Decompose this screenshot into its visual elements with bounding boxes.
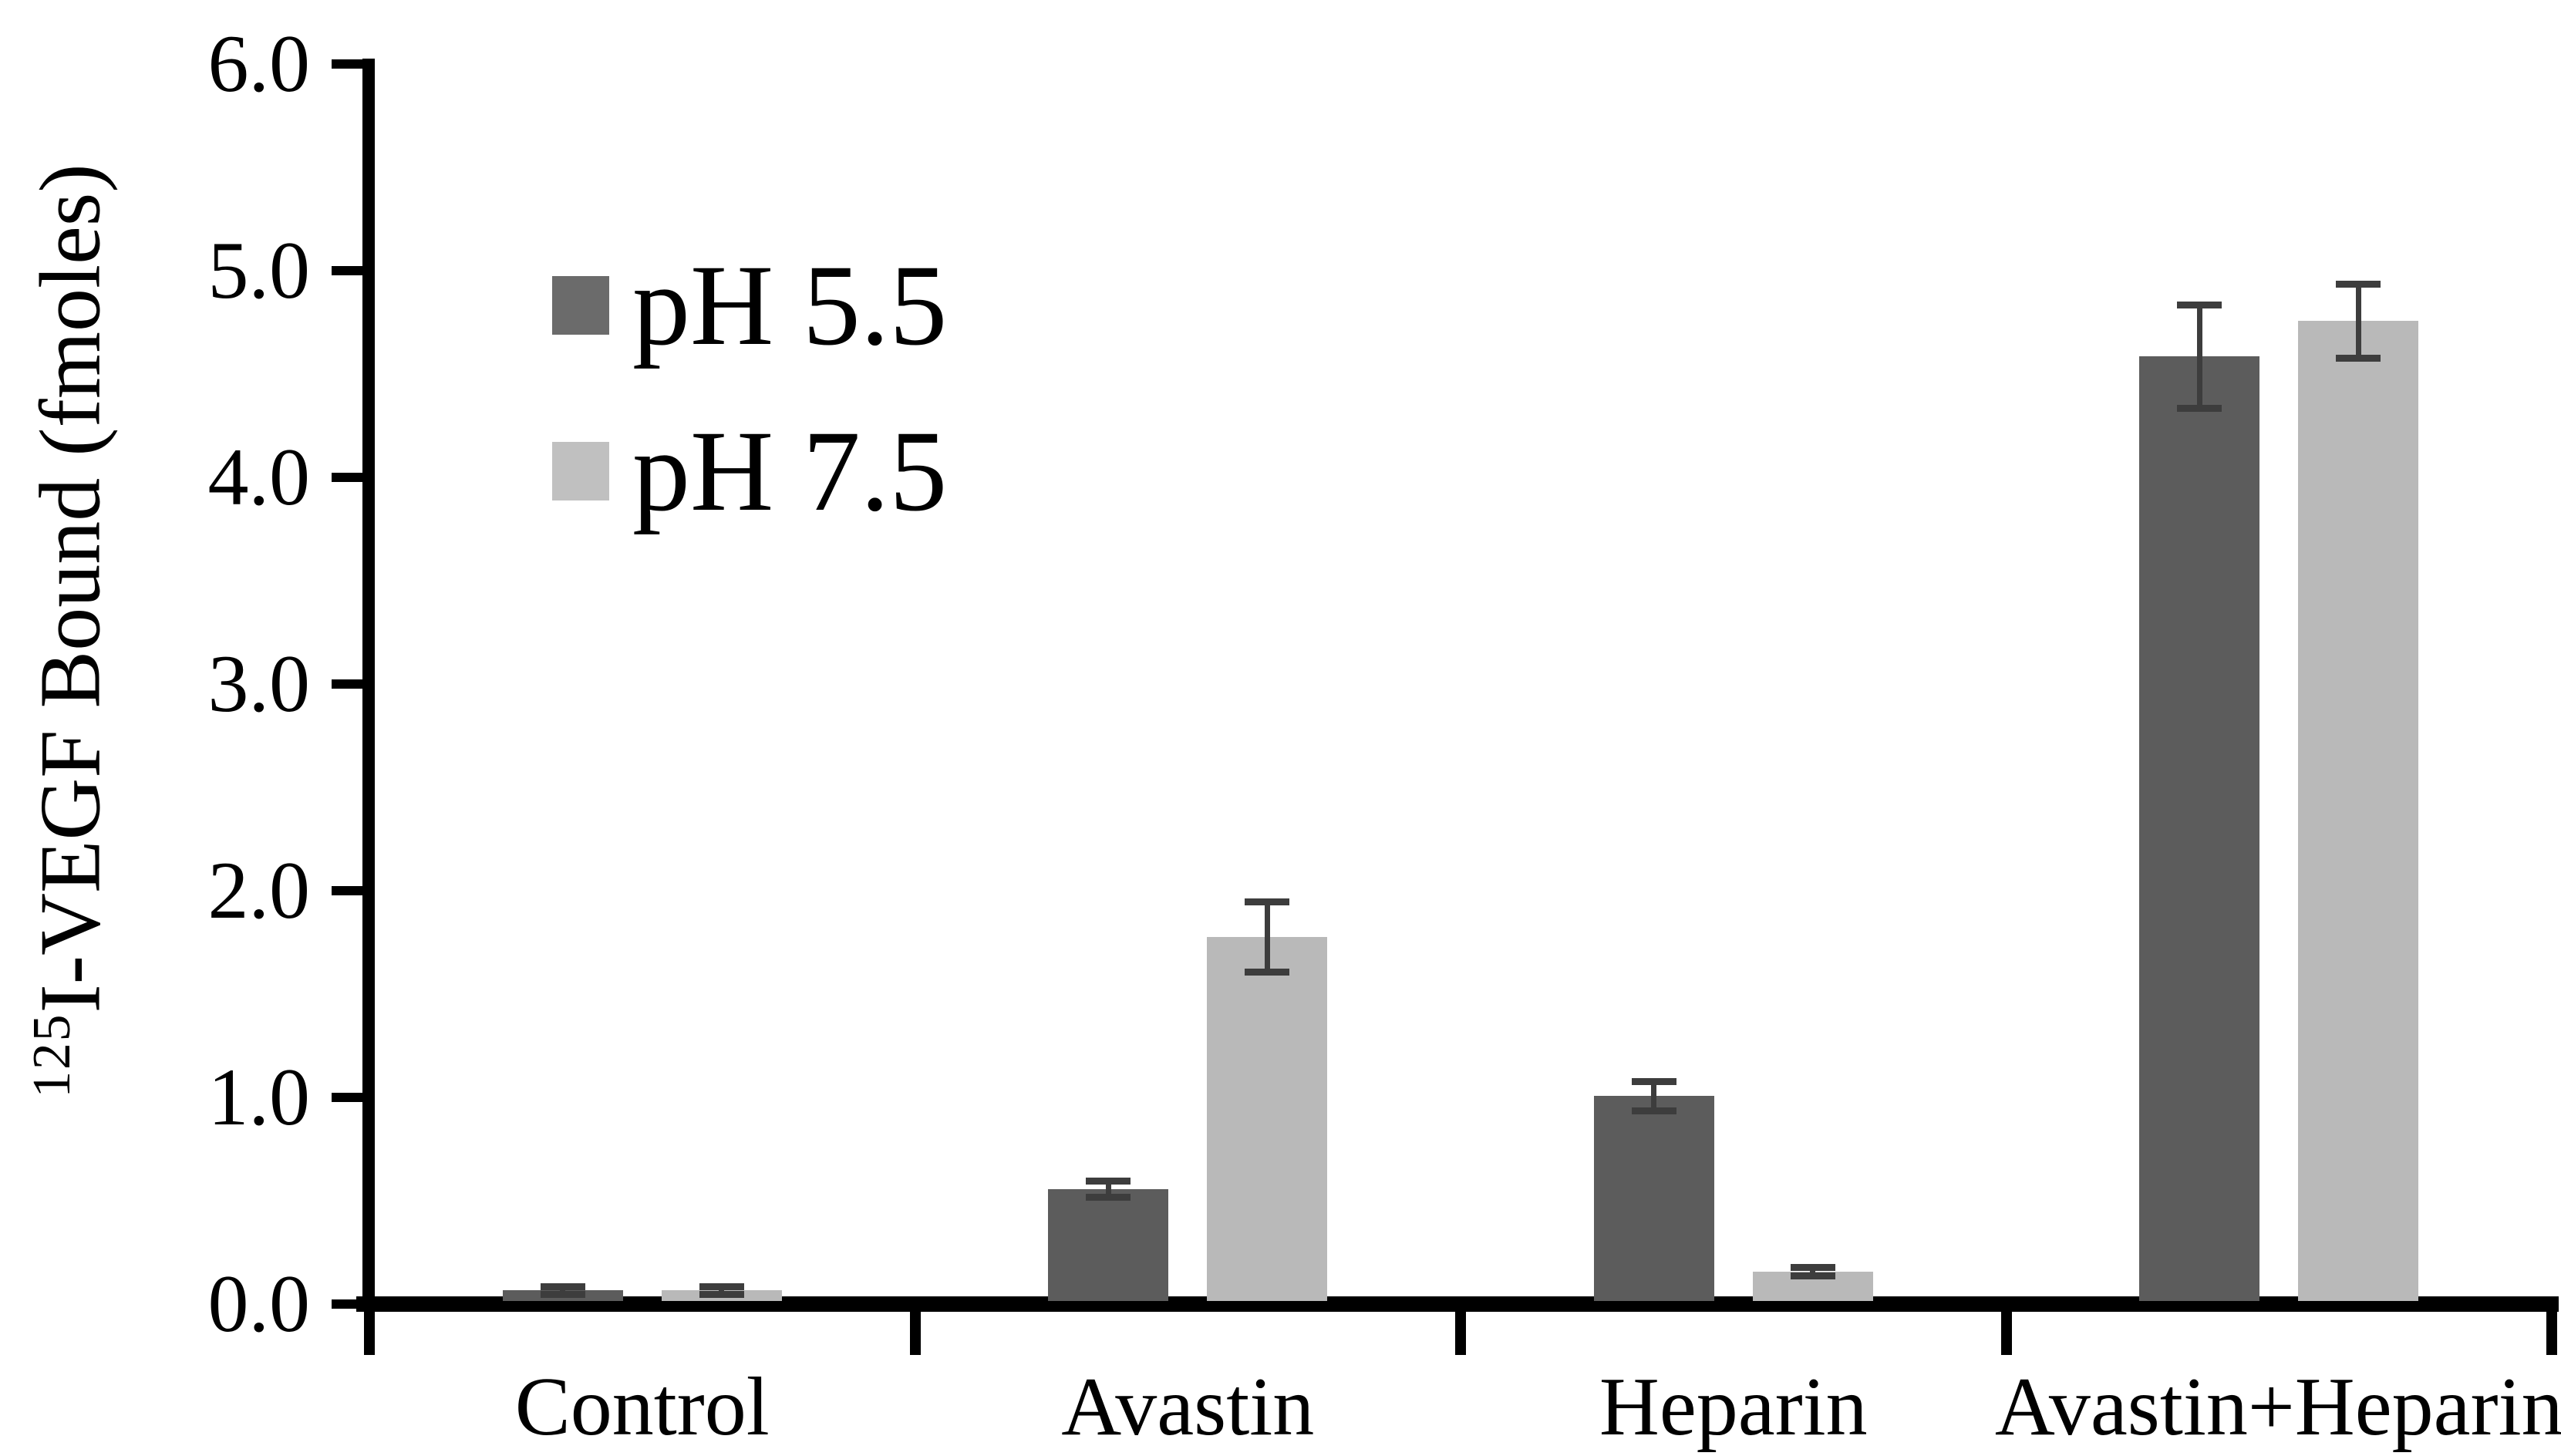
- y-axis-tick: [332, 266, 369, 275]
- legend-label: pH 5.5: [632, 241, 948, 369]
- error-bar-cap-bottom: [1790, 1272, 1835, 1279]
- error-bar-line: [2196, 305, 2202, 408]
- y-tick-label: 0.0: [207, 1259, 311, 1349]
- y-tick-label: 3.0: [207, 639, 311, 729]
- error-bar-cap-bottom: [2336, 355, 2381, 362]
- error-bar-line: [1105, 1181, 1111, 1197]
- x-axis-tick: [909, 1296, 921, 1355]
- bar: [2139, 356, 2260, 1301]
- category-label: Avastin: [1061, 1361, 1315, 1453]
- error-bar-cap-top: [1631, 1078, 1676, 1085]
- error-bar-cap-top: [1790, 1264, 1835, 1271]
- y-axis-tick: [332, 1299, 369, 1309]
- bar: [2298, 321, 2419, 1301]
- y-axis-tick: [332, 886, 369, 895]
- error-bar-cap-bottom: [1245, 969, 1290, 976]
- category-label: Avastin+Heparin: [1994, 1361, 2561, 1453]
- y-axis-tick: [332, 1093, 369, 1102]
- bar: [1593, 1096, 1714, 1301]
- y-tick-label: 1.0: [207, 1052, 311, 1142]
- bar: [1048, 1189, 1169, 1301]
- y-axis-title: 125I-VEGF Bound (fmoles): [22, 163, 121, 1097]
- y-axis-tick: [332, 473, 369, 482]
- error-bar-line: [560, 1286, 566, 1294]
- y-tick-label: 2.0: [207, 845, 311, 935]
- error-bar-cap-top: [2177, 302, 2222, 308]
- y-axis-tick: [332, 59, 369, 69]
- y-axis-tick: [332, 679, 369, 689]
- x-axis-tick: [364, 1296, 375, 1355]
- legend-swatch: [552, 276, 609, 335]
- error-bar-cap-top: [540, 1283, 585, 1290]
- y-axis-title-text: I-VEGF Bound (fmoles): [22, 163, 119, 1013]
- y-axis-title-superscript: 125: [22, 1013, 83, 1098]
- error-bar-cap-bottom: [540, 1291, 585, 1298]
- error-bar-line: [1651, 1081, 1657, 1111]
- legend-swatch: [552, 442, 609, 501]
- category-label: Heparin: [1599, 1361, 1868, 1453]
- legend-label: pH 7.5: [632, 407, 948, 535]
- error-bar-line: [2355, 284, 2361, 358]
- error-bar-cap-top: [699, 1283, 744, 1290]
- error-bar-cap-top: [1086, 1178, 1131, 1185]
- error-bar-cap-bottom: [1086, 1194, 1131, 1201]
- error-bar-cap-bottom: [699, 1291, 744, 1298]
- error-bar-cap-bottom: [2177, 405, 2222, 412]
- y-tick-label: 6.0: [207, 19, 311, 109]
- legend-item: pH 5.5: [552, 244, 947, 367]
- error-bar-line: [1264, 902, 1270, 972]
- error-bar-line: [1810, 1267, 1816, 1276]
- error-bar-line: [719, 1286, 725, 1294]
- error-bar-cap-bottom: [1631, 1107, 1676, 1114]
- category-label: Control: [514, 1361, 770, 1453]
- error-bar-cap-top: [1245, 898, 1290, 905]
- x-axis-tick: [1455, 1296, 1466, 1355]
- x-axis-tick: [2000, 1296, 2012, 1355]
- legend-item: pH 7.5: [552, 410, 947, 533]
- bar: [1207, 937, 1328, 1301]
- y-axis-line: [362, 59, 375, 1312]
- error-bar-cap-top: [2336, 281, 2381, 288]
- y-tick-label: 4.0: [207, 432, 311, 522]
- x-axis-tick: [2546, 1296, 2557, 1355]
- y-tick-label: 5.0: [207, 225, 311, 315]
